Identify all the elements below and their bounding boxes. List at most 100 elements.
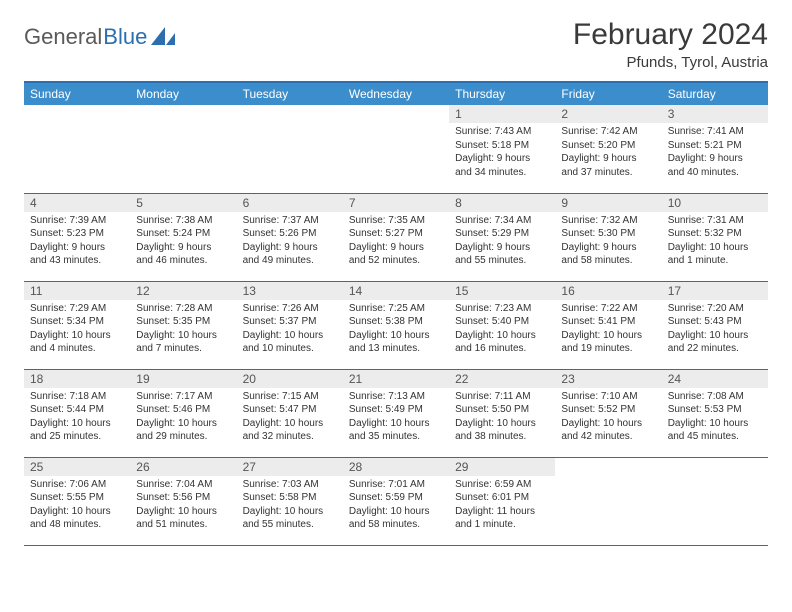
day-body: Sunrise: 7:04 AMSunset: 5:56 PMDaylight:… bbox=[130, 476, 236, 536]
sunset-line: Sunset: 5:53 PM bbox=[668, 403, 762, 417]
daylight-line-1: Daylight: 10 hours bbox=[455, 329, 549, 343]
daylight-line-1: Daylight: 10 hours bbox=[561, 417, 655, 431]
day-number: 27 bbox=[237, 458, 343, 476]
sunset-line: Sunset: 5:41 PM bbox=[561, 315, 655, 329]
daylight-line-1: Daylight: 10 hours bbox=[136, 329, 230, 343]
weekday-header: Monday bbox=[130, 83, 236, 105]
day-body: Sunrise: 7:26 AMSunset: 5:37 PMDaylight:… bbox=[237, 300, 343, 360]
day-body: Sunrise: 7:39 AMSunset: 5:23 PMDaylight:… bbox=[24, 212, 130, 272]
day-body: Sunrise: 7:35 AMSunset: 5:27 PMDaylight:… bbox=[343, 212, 449, 272]
sunset-line: Sunset: 5:52 PM bbox=[561, 403, 655, 417]
day-number: 20 bbox=[237, 370, 343, 388]
sunrise-line: Sunrise: 6:59 AM bbox=[455, 478, 549, 492]
sunset-line: Sunset: 5:59 PM bbox=[349, 491, 443, 505]
sunset-line: Sunset: 5:26 PM bbox=[243, 227, 337, 241]
daylight-line-1: Daylight: 10 hours bbox=[561, 329, 655, 343]
calendar-day-cell: 25Sunrise: 7:06 AMSunset: 5:55 PMDayligh… bbox=[24, 457, 130, 545]
logo-text-general: General bbox=[24, 24, 102, 50]
sunrise-line: Sunrise: 7:41 AM bbox=[668, 125, 762, 139]
header: GeneralBlue February 2024 Pfunds, Tyrol,… bbox=[24, 18, 768, 71]
day-body: Sunrise: 7:34 AMSunset: 5:29 PMDaylight:… bbox=[449, 212, 555, 272]
day-number: 28 bbox=[343, 458, 449, 476]
daylight-line-2: and 22 minutes. bbox=[668, 342, 762, 356]
daylight-line-1: Daylight: 10 hours bbox=[30, 417, 124, 431]
daylight-line-2: and 58 minutes. bbox=[349, 518, 443, 532]
weekday-header: Wednesday bbox=[343, 83, 449, 105]
day-body: Sunrise: 7:06 AMSunset: 5:55 PMDaylight:… bbox=[24, 476, 130, 536]
day-number: 26 bbox=[130, 458, 236, 476]
day-body: Sunrise: 7:31 AMSunset: 5:32 PMDaylight:… bbox=[662, 212, 768, 272]
sunrise-line: Sunrise: 7:22 AM bbox=[561, 302, 655, 316]
sunrise-line: Sunrise: 7:35 AM bbox=[349, 214, 443, 228]
daylight-line-2: and 1 minute. bbox=[455, 518, 549, 532]
day-number: 24 bbox=[662, 370, 768, 388]
daylight-line-1: Daylight: 10 hours bbox=[136, 417, 230, 431]
sunrise-line: Sunrise: 7:11 AM bbox=[455, 390, 549, 404]
day-body: Sunrise: 7:22 AMSunset: 5:41 PMDaylight:… bbox=[555, 300, 661, 360]
sunset-line: Sunset: 5:29 PM bbox=[455, 227, 549, 241]
day-number: 14 bbox=[343, 282, 449, 300]
calendar-week-row: 25Sunrise: 7:06 AMSunset: 5:55 PMDayligh… bbox=[24, 457, 768, 545]
calendar-week-row: 1Sunrise: 7:43 AMSunset: 5:18 PMDaylight… bbox=[24, 105, 768, 193]
daylight-line-1: Daylight: 10 hours bbox=[349, 417, 443, 431]
calendar-day-cell: 9Sunrise: 7:32 AMSunset: 5:30 PMDaylight… bbox=[555, 193, 661, 281]
title-block: February 2024 Pfunds, Tyrol, Austria bbox=[573, 18, 768, 71]
daylight-line-2: and 43 minutes. bbox=[30, 254, 124, 268]
calendar-day-cell: 10Sunrise: 7:31 AMSunset: 5:32 PMDayligh… bbox=[662, 193, 768, 281]
daylight-line-1: Daylight: 10 hours bbox=[243, 329, 337, 343]
daylight-line-1: Daylight: 10 hours bbox=[243, 505, 337, 519]
day-number: 9 bbox=[555, 194, 661, 212]
calendar-week-row: 18Sunrise: 7:18 AMSunset: 5:44 PMDayligh… bbox=[24, 369, 768, 457]
day-body: Sunrise: 7:03 AMSunset: 5:58 PMDaylight:… bbox=[237, 476, 343, 536]
daylight-line-1: Daylight: 10 hours bbox=[349, 329, 443, 343]
sunrise-line: Sunrise: 7:29 AM bbox=[30, 302, 124, 316]
daylight-line-1: Daylight: 10 hours bbox=[455, 417, 549, 431]
sunrise-line: Sunrise: 7:43 AM bbox=[455, 125, 549, 139]
day-body: Sunrise: 7:43 AMSunset: 5:18 PMDaylight:… bbox=[449, 123, 555, 183]
day-body: Sunrise: 7:38 AMSunset: 5:24 PMDaylight:… bbox=[130, 212, 236, 272]
calendar-day-cell: 6Sunrise: 7:37 AMSunset: 5:26 PMDaylight… bbox=[237, 193, 343, 281]
daylight-line-2: and 32 minutes. bbox=[243, 430, 337, 444]
calendar-day-cell: 8Sunrise: 7:34 AMSunset: 5:29 PMDaylight… bbox=[449, 193, 555, 281]
sunset-line: Sunset: 5:47 PM bbox=[243, 403, 337, 417]
daylight-line-2: and 10 minutes. bbox=[243, 342, 337, 356]
day-body: Sunrise: 7:01 AMSunset: 5:59 PMDaylight:… bbox=[343, 476, 449, 536]
calendar-day-cell: 26Sunrise: 7:04 AMSunset: 5:56 PMDayligh… bbox=[130, 457, 236, 545]
sunset-line: Sunset: 5:30 PM bbox=[561, 227, 655, 241]
daylight-line-2: and 4 minutes. bbox=[30, 342, 124, 356]
daylight-line-2: and 25 minutes. bbox=[30, 430, 124, 444]
day-body: Sunrise: 7:25 AMSunset: 5:38 PMDaylight:… bbox=[343, 300, 449, 360]
daylight-line-1: Daylight: 10 hours bbox=[30, 505, 124, 519]
sunset-line: Sunset: 5:38 PM bbox=[349, 315, 443, 329]
sunrise-line: Sunrise: 7:28 AM bbox=[136, 302, 230, 316]
calendar-day-cell: 28Sunrise: 7:01 AMSunset: 5:59 PMDayligh… bbox=[343, 457, 449, 545]
sunrise-line: Sunrise: 7:13 AM bbox=[349, 390, 443, 404]
sunset-line: Sunset: 5:20 PM bbox=[561, 139, 655, 153]
daylight-line-2: and 58 minutes. bbox=[561, 254, 655, 268]
day-body: Sunrise: 7:29 AMSunset: 5:34 PMDaylight:… bbox=[24, 300, 130, 360]
daylight-line-1: Daylight: 10 hours bbox=[668, 329, 762, 343]
weekday-header: Saturday bbox=[662, 83, 768, 105]
daylight-line-1: Daylight: 11 hours bbox=[455, 505, 549, 519]
day-number: 4 bbox=[24, 194, 130, 212]
daylight-line-1: Daylight: 9 hours bbox=[136, 241, 230, 255]
day-body: Sunrise: 7:41 AMSunset: 5:21 PMDaylight:… bbox=[662, 123, 768, 183]
calendar-empty-cell bbox=[343, 105, 449, 193]
day-body: Sunrise: 7:37 AMSunset: 5:26 PMDaylight:… bbox=[237, 212, 343, 272]
daylight-line-1: Daylight: 9 hours bbox=[455, 152, 549, 166]
sunset-line: Sunset: 5:24 PM bbox=[136, 227, 230, 241]
sunset-line: Sunset: 5:40 PM bbox=[455, 315, 549, 329]
day-number: 25 bbox=[24, 458, 130, 476]
day-number: 8 bbox=[449, 194, 555, 212]
calendar-day-cell: 7Sunrise: 7:35 AMSunset: 5:27 PMDaylight… bbox=[343, 193, 449, 281]
daylight-line-1: Daylight: 9 hours bbox=[243, 241, 337, 255]
daylight-line-2: and 45 minutes. bbox=[668, 430, 762, 444]
logo: GeneralBlue bbox=[24, 18, 177, 50]
day-number: 19 bbox=[130, 370, 236, 388]
calendar-day-cell: 14Sunrise: 7:25 AMSunset: 5:38 PMDayligh… bbox=[343, 281, 449, 369]
daylight-line-2: and 42 minutes. bbox=[561, 430, 655, 444]
day-body: Sunrise: 7:15 AMSunset: 5:47 PMDaylight:… bbox=[237, 388, 343, 448]
calendar-day-cell: 3Sunrise: 7:41 AMSunset: 5:21 PMDaylight… bbox=[662, 105, 768, 193]
calendar-day-cell: 1Sunrise: 7:43 AMSunset: 5:18 PMDaylight… bbox=[449, 105, 555, 193]
calendar-day-cell: 27Sunrise: 7:03 AMSunset: 5:58 PMDayligh… bbox=[237, 457, 343, 545]
